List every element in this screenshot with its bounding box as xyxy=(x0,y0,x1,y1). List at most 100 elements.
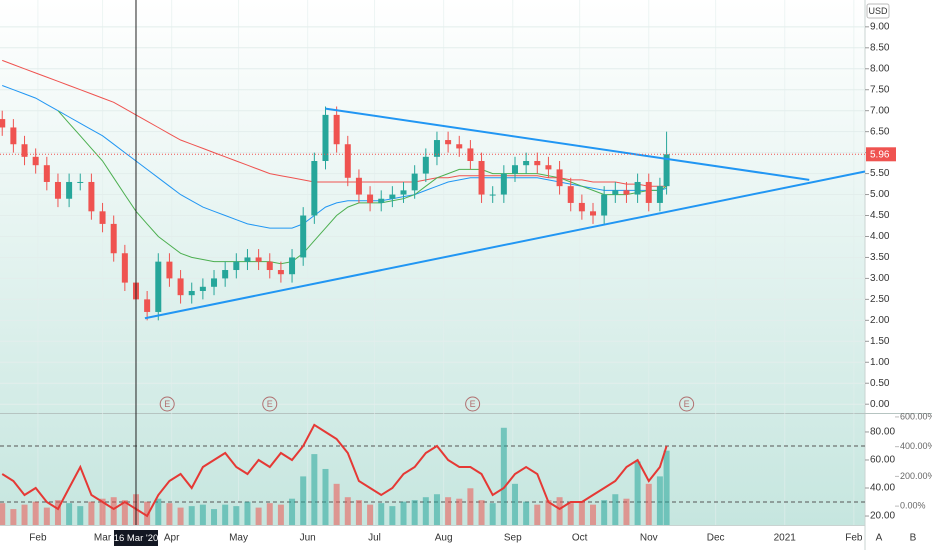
volume-bar xyxy=(54,500,61,525)
control-button[interactable]: A xyxy=(876,533,883,544)
candle-body xyxy=(445,140,452,145)
volume-bar xyxy=(400,501,407,525)
candle-body xyxy=(266,261,273,271)
candle-body xyxy=(199,286,206,291)
volume-bar xyxy=(367,504,374,525)
candle-body xyxy=(233,261,240,271)
volume-bar xyxy=(188,506,195,525)
volume-bar xyxy=(645,483,652,525)
y-tick-label: 60.00 xyxy=(870,455,895,466)
candle-body xyxy=(99,211,106,224)
last-price-box xyxy=(866,147,896,162)
y-tick-label: 1.00 xyxy=(870,357,890,368)
last-price-label: 5.96 xyxy=(870,149,890,160)
candle-body xyxy=(121,253,128,283)
volume-bar xyxy=(166,503,173,525)
earnings-label: E xyxy=(267,399,273,409)
volume-bar xyxy=(121,500,128,525)
candle-body xyxy=(478,161,485,195)
volume-bar xyxy=(199,504,206,525)
earnings-label: E xyxy=(164,399,170,409)
candle-body xyxy=(188,290,195,296)
volume-bar xyxy=(411,500,418,525)
candle-body xyxy=(367,194,374,203)
volume-bar xyxy=(99,498,106,525)
candle-body xyxy=(456,144,463,149)
x-tick-label: Aug xyxy=(435,533,453,544)
x-tick-label: Feb xyxy=(845,533,863,544)
volume-bar xyxy=(545,500,552,525)
volume-bar xyxy=(277,504,284,525)
y2-tick-label: 200.00% xyxy=(900,471,932,481)
x-tick-label: Feb xyxy=(29,533,47,544)
volume-bar xyxy=(10,509,17,525)
y-tick-label: 80.00 xyxy=(870,427,895,438)
volume-bar xyxy=(110,497,117,525)
volume-bar xyxy=(489,503,496,525)
volume-bar xyxy=(578,501,585,525)
candle-body xyxy=(422,156,429,174)
candle-body xyxy=(500,173,507,195)
candle-body xyxy=(467,148,474,162)
candle-body xyxy=(311,161,318,216)
earnings-marker xyxy=(679,396,695,412)
volume-bar xyxy=(43,507,50,525)
candle-body xyxy=(511,165,518,174)
volume-bar xyxy=(567,503,574,525)
candle-body xyxy=(88,181,95,212)
y-tick-label: 3.50 xyxy=(870,252,890,263)
volume-bar xyxy=(222,504,229,525)
volume-bar xyxy=(355,500,362,525)
volume-bar xyxy=(663,450,670,525)
candle-body xyxy=(578,202,585,212)
volume-bar xyxy=(601,500,608,525)
volume-bar xyxy=(422,497,429,525)
candle-body xyxy=(289,257,296,275)
volume-bar xyxy=(266,503,273,525)
candle-body xyxy=(144,299,151,312)
volume-bar xyxy=(211,509,218,525)
volume-bar xyxy=(467,488,474,525)
volume-bar xyxy=(656,476,663,525)
volume-bar xyxy=(389,506,396,525)
volume-bar xyxy=(500,427,507,525)
candle-body xyxy=(523,161,530,166)
y-tick-label: 4.00 xyxy=(870,231,890,242)
x-tick-label: Jun xyxy=(300,533,316,544)
axis-panel xyxy=(865,0,932,550)
candle-body xyxy=(663,154,670,187)
candle-body xyxy=(411,173,418,191)
indicator-line xyxy=(1,423,668,518)
candle-body xyxy=(54,181,61,199)
candle-body xyxy=(155,261,162,312)
candle-body xyxy=(433,140,440,157)
y-tick-label: 5.00 xyxy=(870,189,890,200)
candle-body xyxy=(21,144,28,157)
volume-bar xyxy=(556,497,563,525)
trendline xyxy=(325,107,810,181)
candle-body xyxy=(612,190,619,195)
candle-body xyxy=(177,278,184,296)
y-tick-label: 8.00 xyxy=(870,63,890,74)
control-button[interactable]: B xyxy=(910,533,917,544)
candle-body xyxy=(489,194,496,196)
y-tick-label: 6.50 xyxy=(870,126,890,137)
volume-bar xyxy=(77,506,84,525)
volume-bar xyxy=(233,506,240,525)
candle-body xyxy=(601,194,608,216)
x-tick-label: May xyxy=(229,533,248,544)
x-tick-label: Oct xyxy=(572,533,588,544)
candle-body xyxy=(277,270,284,275)
x-tick-label: Mar xyxy=(94,533,112,544)
crosshair-label: 16 Mar '20 xyxy=(114,533,159,544)
x-tick-label: Nov xyxy=(640,533,658,544)
x-tick-label: Dec xyxy=(707,533,725,544)
currency: USD xyxy=(868,6,888,16)
y-tick-label: 9.00 xyxy=(870,21,890,32)
candle-body xyxy=(590,211,597,216)
y-tick-label: 5.50 xyxy=(870,168,890,179)
y-tick-label: 20.00 xyxy=(870,511,895,522)
candle-body xyxy=(10,127,17,145)
volume-bar xyxy=(478,500,485,525)
